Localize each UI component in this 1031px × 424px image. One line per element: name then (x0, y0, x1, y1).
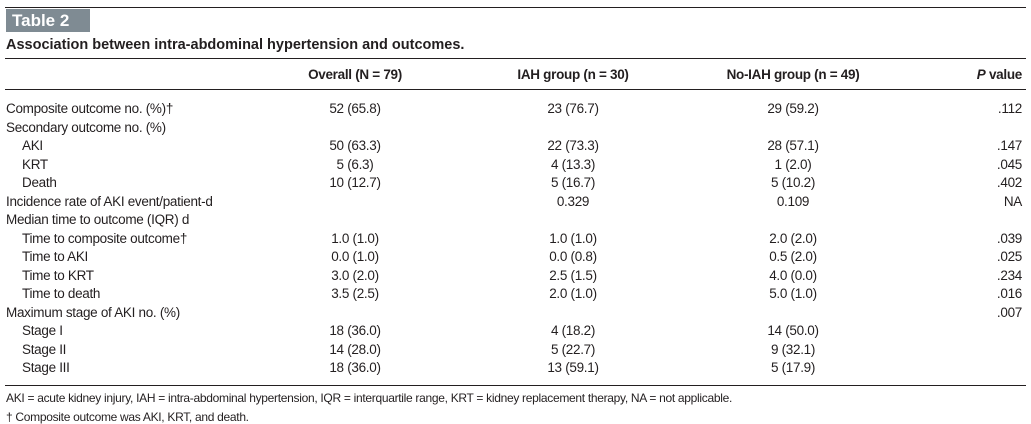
cell-iah: 22 (73.3) (547, 138, 599, 153)
cell-overall: 0.0 (1.0) (331, 249, 379, 264)
row-label: Incidence rate of AKI event/patient-d (6, 193, 213, 209)
table-row: KRT 5 (6.3) 4 (13.3) 1 (2.0) .045 (0, 157, 1031, 175)
cell-p-value: .025 (996, 249, 1022, 264)
cell-no-iah: 14 (50.0) (767, 323, 819, 338)
cell-overall: 1.0 (1.0) (331, 230, 379, 246)
row-label: Stage II (22, 341, 67, 357)
cell-overall: 10 (12.7) (329, 175, 381, 190)
cell-iah: 5 (16.7) (550, 175, 596, 190)
table-row: Median time to outcome (IQR) d (0, 212, 1031, 230)
cell-p-value: .234 (996, 267, 1022, 283)
cell-no-iah: 28 (57.1) (767, 138, 819, 153)
cell-p-value: NA (1003, 193, 1022, 209)
row-label: Time to KRT (22, 267, 94, 283)
row-label: Median time to outcome (IQR) d (6, 212, 190, 227)
footnote-composite: † Composite outcome was AKI, KRT, and de… (6, 410, 249, 424)
cell-iah: 13 (59.1) (547, 360, 599, 375)
table-row: Stage III 18 (36.0) 13 (59.1) 5 (17.9) (0, 360, 1031, 378)
row-label: Time to AKI (22, 249, 88, 264)
table-row: Maximum stage of AKI no. (%) .007 (0, 305, 1031, 323)
table-title: Association between intra-abdominal hype… (6, 37, 465, 53)
cell-p-value: .045 (996, 156, 1022, 172)
row-label: Maximum stage of AKI no. (%) (6, 304, 180, 320)
header-top-rule (5, 58, 1026, 59)
p-italic: P (976, 67, 986, 82)
cell-no-iah: 0.5 (2.0) (769, 249, 817, 264)
cell-p-value: .112 (997, 101, 1022, 116)
cell-no-iah: 1 (2.0) (774, 156, 812, 172)
cell-iah: 1.0 (1.0) (549, 230, 597, 246)
row-label: AKI (22, 138, 43, 153)
footnote-abbreviations: AKI = acute kidney injury, IAH = intra-a… (6, 391, 733, 405)
cell-no-iah: 4.0 (0.0) (769, 267, 817, 283)
cell-iah: 2.0 (1.0) (549, 286, 597, 301)
column-header-iah: IAH group (n = 30) (517, 67, 629, 82)
table-row: Death 10 (12.7) 5 (16.7) 5 (10.2) .402 (0, 175, 1031, 193)
cell-iah: 4 (18.2) (550, 323, 596, 338)
column-header-overall: Overall (N = 79) (308, 67, 402, 82)
column-header-no-iah: No-IAH group (n = 49) (726, 67, 860, 82)
cell-no-iah: 29 (59.2) (767, 101, 819, 116)
cell-overall: 5 (6.3) (336, 156, 374, 172)
footer-rule (5, 385, 1026, 386)
cell-overall: 14 (28.0) (329, 341, 381, 357)
table-row: Secondary outcome no. (%) (0, 120, 1031, 138)
cell-iah: 4 (13.3) (550, 156, 596, 172)
cell-no-iah: 2.0 (2.0) (769, 230, 817, 246)
table-row: Time to AKI 0.0 (1.0) 0.0 (0.8) 0.5 (2.0) .0… (0, 249, 1031, 267)
row-label: Stage I (22, 323, 63, 338)
cell-overall: 50 (63.3) (329, 138, 381, 153)
cell-no-iah: 0.109 (776, 193, 810, 209)
cell-iah: 0.0 (0.8) (549, 249, 597, 264)
cell-p-value: .016 (996, 286, 1022, 301)
column-header-p-value: P value (976, 67, 1023, 82)
cell-no-iah: 5 (10.2) (770, 175, 816, 190)
cell-overall: 18 (36.0) (329, 360, 381, 375)
cell-overall: 3.5 (2.5) (331, 286, 379, 301)
cell-iah: 2.5 (1.5) (549, 267, 597, 283)
table-row: Composite outcome no. (%)† 52 (65.8) 23 (7… (0, 101, 1031, 119)
header-bottom-rule (5, 89, 1026, 90)
row-label: KRT (22, 156, 48, 172)
row-label: Time to death (22, 286, 101, 301)
row-label: Stage III (22, 360, 70, 375)
cell-no-iah: 9 (32.1) (770, 341, 816, 357)
row-label: Time to composite outcome† (22, 230, 188, 246)
table-row: Time to composite outcome† 1.0 (1.0) 1.0 (… (0, 231, 1031, 249)
table-row: Time to KRT 3.0 (2.0) 2.5 (1.5) 4.0 (0.0) .2… (0, 268, 1031, 286)
cell-overall: 18 (36.0) (329, 323, 381, 338)
p-rest: value (985, 67, 1022, 82)
cell-p-value: .402 (996, 175, 1022, 190)
row-label: Composite outcome no. (%)† (6, 101, 174, 116)
cell-overall: 52 (65.8) (329, 101, 381, 116)
table-label: Table 2 (6, 9, 90, 32)
cell-p-value: .007 (996, 304, 1022, 320)
cell-p-value: .039 (996, 230, 1022, 246)
cell-p-value: .147 (996, 138, 1022, 153)
top-rule (5, 7, 1026, 8)
row-label: Secondary outcome no. (%) (6, 119, 166, 135)
cell-overall: 3.0 (2.0) (331, 267, 379, 283)
table-row: AKI 50 (63.3) 22 (73.3) 28 (57.1) .147 (0, 138, 1031, 156)
table-row: Time to death 3.5 (2.5) 2.0 (1.0) 5.0 (1.0)… (0, 286, 1031, 304)
cell-iah: 23 (76.7) (547, 101, 599, 116)
cell-iah: 0.329 (556, 193, 590, 209)
row-label: Death (22, 175, 57, 190)
table-row: Stage II 14 (28.0) 5 (22.7) 9 (32.1) (0, 342, 1031, 360)
cell-no-iah: 5 (17.9) (770, 360, 816, 375)
table-row: Stage I 18 (36.0) 4 (18.2) 14 (50.0) (0, 323, 1031, 341)
cell-iah: 5 (22.7) (550, 341, 596, 357)
table-row: Incidence rate of AKI event/patient-d 0.3… (0, 194, 1031, 212)
cell-no-iah: 5.0 (1.0) (769, 286, 817, 301)
